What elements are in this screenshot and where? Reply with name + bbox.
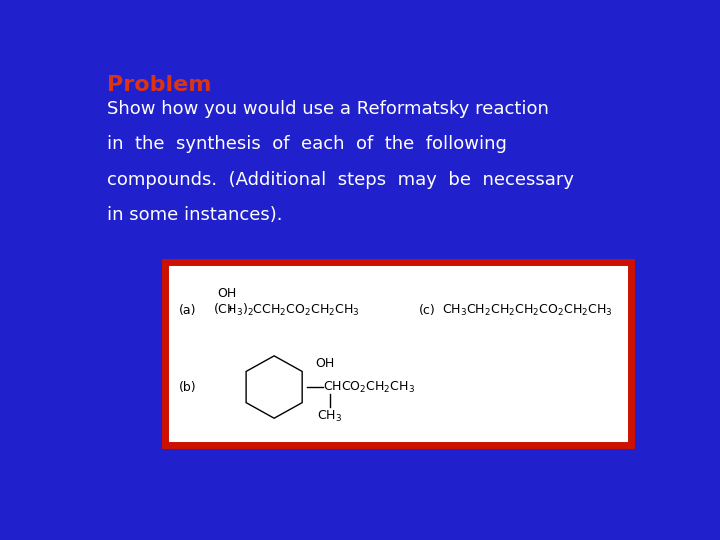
Text: compounds.  (Additional  steps  may  be  necessary: compounds. (Additional steps may be nece…: [107, 171, 574, 189]
Text: CH$_3$CH$_2$CH$_2$CH$_2$CO$_2$CH$_2$CH$_3$: CH$_3$CH$_2$CH$_2$CH$_2$CO$_2$CH$_2$CH$_…: [441, 302, 612, 318]
FancyBboxPatch shape: [166, 262, 631, 446]
Text: CH$_3$: CH$_3$: [318, 409, 343, 424]
Text: (a): (a): [179, 303, 197, 316]
Text: (CH$_3$)$_2$CCH$_2$CO$_2$CH$_2$CH$_3$: (CH$_3$)$_2$CCH$_2$CO$_2$CH$_2$CH$_3$: [213, 302, 359, 318]
Text: CHCO$_2$CH$_2$CH$_3$: CHCO$_2$CH$_2$CH$_3$: [323, 380, 415, 395]
Text: OH: OH: [315, 357, 334, 370]
Text: OH: OH: [217, 287, 236, 300]
Text: Show how you would use a Reformatsky reaction: Show how you would use a Reformatsky rea…: [107, 100, 549, 118]
Text: (b): (b): [179, 381, 197, 394]
Text: (c): (c): [419, 303, 436, 316]
Text: in some instances).: in some instances).: [107, 206, 282, 224]
Text: Problem: Problem: [107, 75, 211, 95]
Text: in  the  synthesis  of  each  of  the  following: in the synthesis of each of the followin…: [107, 136, 507, 153]
